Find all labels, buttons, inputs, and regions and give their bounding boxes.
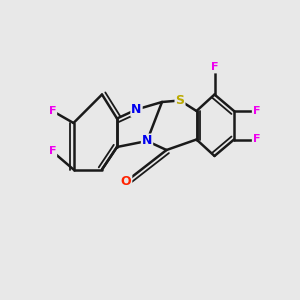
Text: F: F bbox=[211, 62, 218, 73]
Text: F: F bbox=[253, 106, 260, 116]
Text: F: F bbox=[253, 134, 260, 145]
Text: N: N bbox=[142, 134, 152, 148]
Text: N: N bbox=[131, 103, 142, 116]
Text: F: F bbox=[49, 146, 56, 157]
Text: F: F bbox=[49, 106, 56, 116]
Text: O: O bbox=[121, 175, 131, 188]
Text: S: S bbox=[176, 94, 184, 107]
